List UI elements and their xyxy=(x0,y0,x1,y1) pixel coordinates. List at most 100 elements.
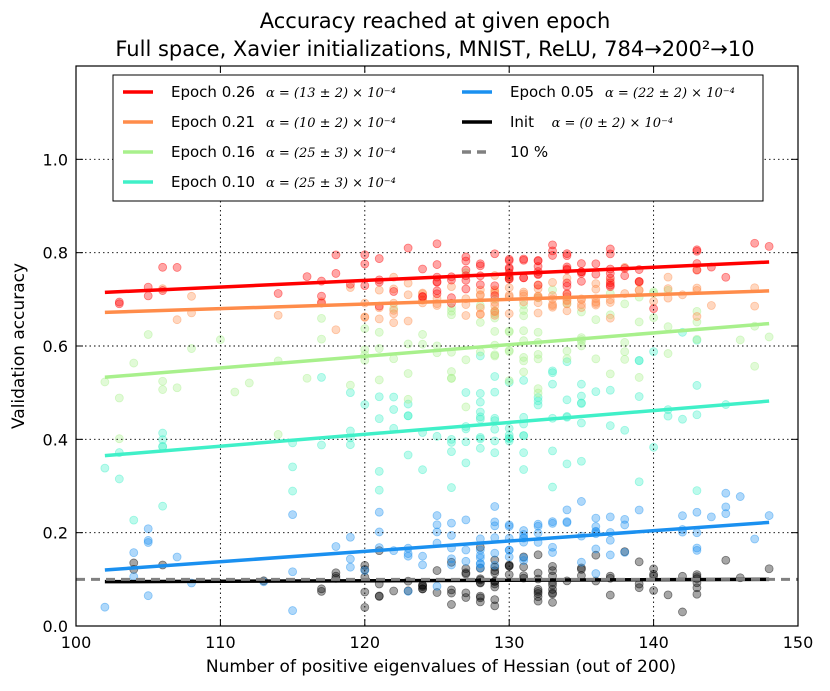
scatter-point xyxy=(490,448,500,458)
scatter-point xyxy=(533,592,543,602)
scatter-point xyxy=(389,354,399,364)
scatter-point xyxy=(215,335,225,344)
scatter-point xyxy=(317,372,326,382)
scatter-point xyxy=(475,309,485,319)
scatter-point xyxy=(288,510,298,519)
scatter-point xyxy=(317,440,326,450)
scatter-point xyxy=(461,569,471,579)
scatter-point xyxy=(591,315,601,325)
scatter-point xyxy=(490,560,500,570)
scatter-point xyxy=(562,278,572,288)
scatter-point xyxy=(345,532,355,542)
scatter-point xyxy=(447,310,456,320)
scatter-point xyxy=(418,330,427,339)
scatter-point xyxy=(692,306,702,316)
scatter-point xyxy=(721,509,731,519)
scatter-point xyxy=(490,306,500,316)
scatter-point xyxy=(692,312,702,321)
plot-area: 100 110 120 130 140 150 0.0 0.2 0.4 0.6 0.8 1.0 xyxy=(43,65,813,652)
scatter-point xyxy=(490,555,500,565)
scatter-point xyxy=(735,492,745,501)
scatter-point xyxy=(504,434,514,444)
scatter-point xyxy=(548,597,557,607)
chart-title: Accuracy reached at given epoch xyxy=(260,9,611,33)
scatter-point xyxy=(577,418,586,428)
scatter-point xyxy=(129,548,139,558)
scatter-point xyxy=(591,522,601,531)
scatter-point xyxy=(288,462,298,472)
scatter-point xyxy=(548,542,557,552)
scatter-point xyxy=(548,285,557,295)
scatter-point xyxy=(475,545,485,555)
scatter-point xyxy=(273,289,283,298)
scatter-point xyxy=(345,440,355,450)
scatter-point xyxy=(678,607,687,617)
scatter-point xyxy=(548,518,557,528)
scatter-point xyxy=(475,303,485,313)
scatter-point xyxy=(750,361,760,371)
scatter-point xyxy=(114,393,124,403)
scatter-point xyxy=(519,526,529,535)
scatter-point xyxy=(692,543,702,553)
scatter-point xyxy=(461,265,471,275)
scatter-point xyxy=(129,515,139,525)
scatter-point xyxy=(447,554,456,564)
scatter-point xyxy=(634,392,644,401)
scatter-point xyxy=(331,269,341,278)
scatter-point xyxy=(374,344,384,353)
scatter-point xyxy=(591,279,601,288)
scatter-point xyxy=(620,355,630,364)
scatter-point xyxy=(374,466,384,476)
scatter-point xyxy=(418,560,427,570)
scatter-point xyxy=(605,535,615,545)
scatter-point xyxy=(389,309,399,319)
scatter-point xyxy=(490,350,500,360)
scatter-point xyxy=(548,277,557,287)
scatter-point xyxy=(273,310,283,320)
scatter-point xyxy=(475,259,485,269)
scatter-point xyxy=(432,566,442,575)
scatter-point xyxy=(143,591,153,601)
scatter-point xyxy=(114,299,124,309)
scatter-point xyxy=(577,398,586,408)
scatter-point xyxy=(562,251,572,261)
scatter-point xyxy=(418,584,427,594)
scatter-point xyxy=(591,544,601,554)
scatter-point xyxy=(345,283,355,292)
scatter-point xyxy=(721,502,731,512)
scatter-point xyxy=(620,299,630,309)
scatter-point xyxy=(374,375,384,385)
y-tick-label: 1.0 xyxy=(43,150,68,169)
scatter-point xyxy=(331,568,341,578)
scatter-point xyxy=(764,332,774,342)
scatter-point xyxy=(605,278,615,288)
scatter-point xyxy=(461,256,471,266)
scatter-point xyxy=(172,263,182,272)
scatter-point xyxy=(548,548,557,557)
scatter-point xyxy=(634,285,644,295)
scatter-point xyxy=(605,550,615,560)
scatter-point xyxy=(577,399,586,408)
scatter-point xyxy=(562,299,572,308)
scatter-point xyxy=(533,308,543,318)
scatter-point xyxy=(403,399,413,409)
scatter-point xyxy=(692,570,702,580)
scatter-point xyxy=(403,369,413,378)
scatter-point xyxy=(403,316,413,326)
scatter-point xyxy=(605,244,615,254)
scatter-point xyxy=(634,277,644,287)
scatter-point xyxy=(519,465,529,474)
scatter-point xyxy=(475,318,485,327)
scatter-point xyxy=(533,587,543,596)
scatter-point xyxy=(374,527,384,537)
scatter-point xyxy=(143,330,153,339)
scatter-point xyxy=(490,595,500,605)
scatter-point xyxy=(432,581,442,591)
scatter-point xyxy=(490,424,500,434)
scatter-point xyxy=(288,567,298,577)
scatter-point xyxy=(533,327,543,337)
scatter-point xyxy=(230,387,240,397)
scatter-point xyxy=(548,366,557,376)
scatter-point xyxy=(548,379,557,389)
scatter-point xyxy=(519,553,529,563)
